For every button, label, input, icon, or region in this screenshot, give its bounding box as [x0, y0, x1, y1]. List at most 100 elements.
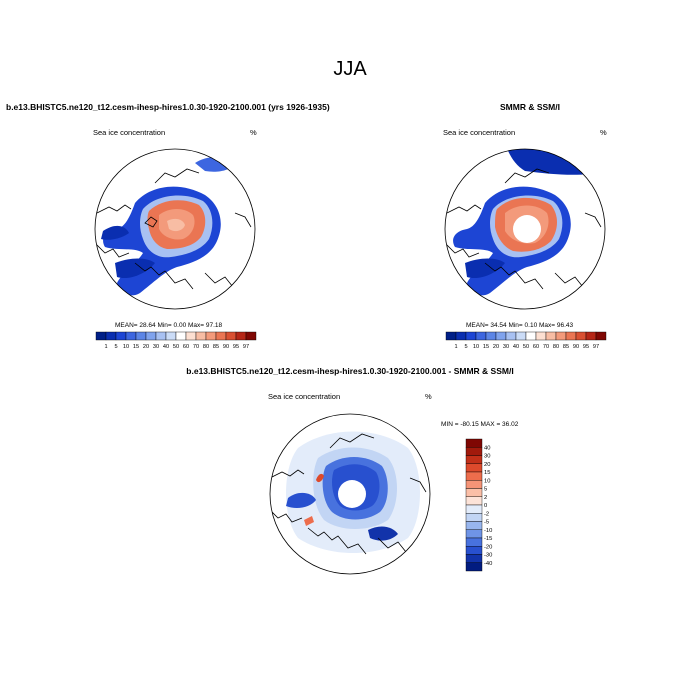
obs-units-label: %: [600, 128, 607, 137]
difference-colorbar-tick-label: -30: [484, 553, 492, 559]
obs-colorbar-tick-label: 30: [503, 344, 509, 350]
difference-colorbar-swatch: [465, 455, 483, 464]
obs-sea-ice-map: [444, 148, 606, 310]
model-colorbar-swatch: [235, 331, 247, 341]
obs-colorbar-swatch: [455, 331, 467, 341]
obs-colorbar-tick-label: 50: [523, 344, 529, 350]
obs-colorbar-swatch: [515, 331, 527, 341]
diff-variable-label: Sea ice concentration: [268, 392, 341, 401]
model-colorbar-tick-label: 60: [183, 344, 189, 350]
difference-colorbar-tick-label: -10: [484, 528, 492, 534]
obs-colorbar-swatch: [525, 331, 537, 341]
model-colorbar-swatch: [185, 331, 197, 341]
difference-colorbar-tick-label: -15: [484, 536, 492, 542]
model-colorbar-tick-label: 15: [133, 344, 139, 350]
obs-colorbar-swatch: [485, 331, 497, 341]
model-colorbar-swatch: [205, 331, 217, 341]
difference-colorbar-swatch: [465, 521, 483, 530]
difference-colorbar-swatch: [465, 504, 483, 514]
obs-colorbar-tick-label: 85: [563, 344, 569, 350]
difference-colorbar-swatch: [465, 546, 483, 555]
difference-colorbar-swatch: [465, 554, 483, 563]
season-title: JJA: [333, 58, 367, 80]
obs-colorbar-tick-label: 90: [573, 344, 579, 350]
model-colorbar-tick-label: 70: [193, 344, 199, 350]
model-panel-title: b.e13.BHISTC5.ne120_t12.cesm-ihesp-hires…: [6, 102, 330, 112]
obs-colorbar-tick-label: 1: [454, 344, 457, 350]
obs-colorbar-tick-label: 5: [464, 344, 467, 350]
obs-colorbar-swatch: [595, 331, 607, 341]
difference-colorbar-tick-label: 30: [484, 454, 490, 460]
obs-colorbar-swatch: [465, 331, 477, 341]
obs-colorbar-swatch: [585, 331, 597, 341]
model-variable-label: Sea ice concentration: [93, 128, 166, 137]
model-colorbar-tick-label: 10: [123, 344, 129, 350]
difference-colorbar-tick-label: -20: [484, 544, 492, 550]
obs-colorbar-tick-label: 20: [493, 344, 499, 350]
difference-sea-ice-map: [269, 413, 431, 575]
model-colorbar-swatch: [225, 331, 237, 341]
model-units-label: %: [250, 128, 257, 137]
model-colorbar-tick-label: 85: [213, 344, 219, 350]
model-colorbar-swatch: [145, 331, 157, 341]
difference-colorbar-tick-label: -40: [484, 561, 492, 567]
model-colorbar-swatch: [135, 331, 147, 341]
difference-colorbar-swatch: [465, 488, 483, 497]
difference-colorbar-tick-label: -2: [484, 511, 489, 517]
difference-colorbar-swatch: [465, 480, 483, 489]
model-colorbar-swatch: [195, 331, 207, 341]
obs-colorbar-tick-label: 95: [583, 344, 589, 350]
difference-colorbar-swatch: [465, 471, 483, 481]
obs-colorbar-tick-label: 60: [533, 344, 539, 350]
model-stats: MEAN= 28.64 Min= 0.00 Max= 97.18: [115, 322, 223, 329]
model-colorbar-tick-label: 1: [104, 344, 107, 350]
difference-colorbar-swatch: [465, 447, 483, 456]
difference-colorbar-tick-label: 2: [484, 495, 487, 501]
model-sea-ice-map: [94, 148, 256, 310]
model-colorbar-swatch: [215, 331, 227, 341]
model-colorbar-tick-label: 30: [153, 344, 159, 350]
model-colorbar-swatch: [175, 331, 187, 341]
obs-colorbar-tick-label: 40: [513, 344, 519, 350]
obs-colorbar-swatch: [555, 331, 567, 341]
difference-colorbar-swatch: [465, 529, 483, 539]
difference-colorbar-tick-label: 10: [484, 478, 490, 484]
model-colorbar: 1 5 10 15 20 30 40 50 60 70 80 85 90 95 97: [95, 331, 257, 350]
obs-colorbar-tick-label: 15: [483, 344, 489, 350]
model-colorbar-swatch: [95, 331, 107, 341]
obs-colorbar-swatch: [575, 331, 587, 341]
difference-colorbar-swatch: [465, 513, 483, 522]
model-colorbar-tick-label: 40: [163, 344, 169, 350]
obs-colorbar-swatch: [565, 331, 577, 341]
difference-colorbar-tick-label: -5: [484, 520, 489, 526]
difference-colorbar-tick-label: 20: [484, 462, 490, 468]
obs-colorbar: 1 5 10 15 20 30 40 50 60 70 80 85 90 95 97: [445, 331, 607, 350]
model-colorbar-tick-label: 97: [243, 344, 249, 350]
difference-colorbar-swatch: [465, 463, 483, 473]
obs-colorbar-tick-label: 97: [593, 344, 599, 350]
model-colorbar-tick-label: 95: [233, 344, 239, 350]
model-colorbar-tick-label: 90: [223, 344, 229, 350]
diff-units-label: %: [425, 392, 432, 401]
model-colorbar-swatch: [105, 331, 117, 341]
obs-colorbar-swatch: [505, 331, 517, 341]
difference-colorbar-tick-label: 5: [484, 487, 487, 493]
model-colorbar-tick-label: 20: [143, 344, 149, 350]
obs-stats: MEAN= 34.54 Min= 0.10 Max= 96.43: [466, 322, 574, 329]
obs-colorbar-swatch: [445, 331, 457, 341]
difference-colorbar-tick-label: 15: [484, 470, 490, 476]
difference-colorbar-tick-label: 40: [484, 445, 490, 451]
obs-colorbar-tick-label: 80: [553, 344, 559, 350]
model-colorbar-tick-label: 5: [114, 344, 117, 350]
obs-colorbar-tick-label: 10: [473, 344, 479, 350]
model-colorbar-swatch: [245, 331, 257, 341]
difference-colorbar-swatch: [465, 537, 483, 547]
obs-colorbar-swatch: [495, 331, 507, 341]
diff-stats: MIN = -80.15 MAX = 36.02: [441, 421, 519, 428]
model-colorbar-swatch: [125, 331, 137, 341]
obs-colorbar-swatch: [545, 331, 557, 341]
difference-colorbar-tick-label: 0: [484, 503, 487, 509]
model-colorbar-swatch: [115, 331, 127, 341]
difference-colorbar-swatch: [465, 562, 483, 572]
diff-panel-title: b.e13.BHISTC5.ne120_t12.cesm-ihesp-hires…: [186, 366, 514, 376]
